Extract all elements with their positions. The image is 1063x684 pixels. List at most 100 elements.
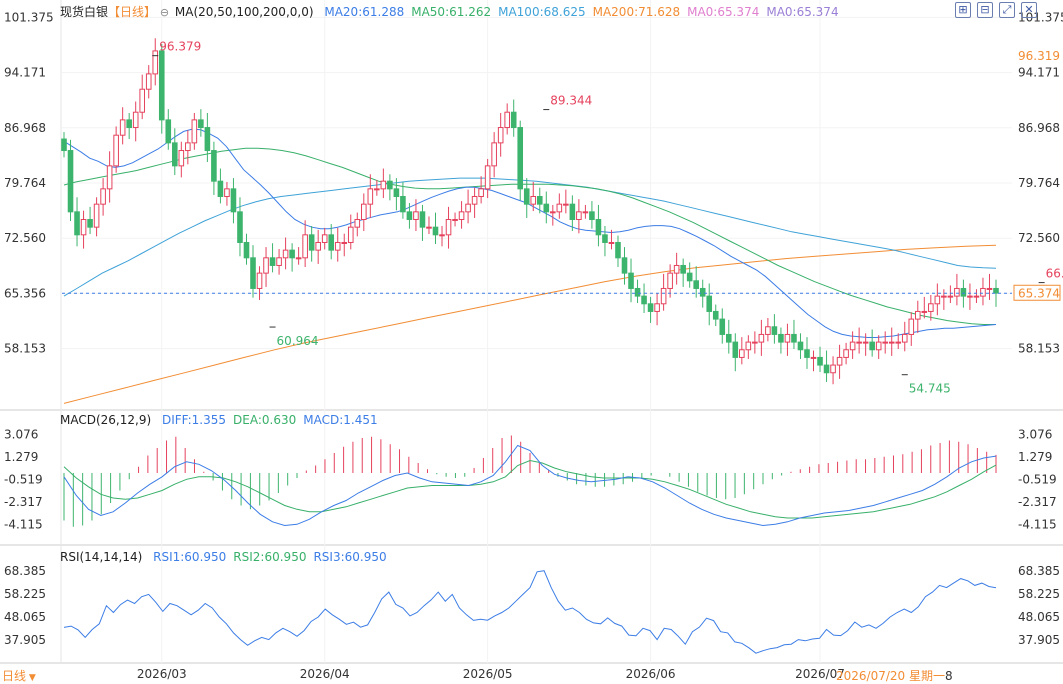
zoom-out-icon[interactable]: ⊟ [977,2,993,18]
candle-body [647,303,654,312]
candle-body [712,310,719,320]
candle-body [530,196,537,205]
candle-body [387,180,393,190]
candle-body [667,272,673,289]
candle-body [132,111,139,129]
x-tick-label: 2026/05 [463,667,513,681]
candle-body [61,138,67,152]
candle-body [217,180,224,198]
candle-body [315,241,321,251]
extreme-label: 60.964 [277,334,319,348]
candle-body [145,73,152,90]
candle-body [680,264,686,274]
macd-tick-left: 3.076 [4,428,38,442]
candle-body [823,364,830,374]
ma-value-3: MA200:71.628 [592,5,681,19]
candle-body [465,203,471,213]
rsi-tick-left: 68.385 [4,564,46,578]
candle-body [347,226,354,243]
rsi-line [63,570,997,654]
candle-body [901,333,908,343]
candle-body [576,211,582,220]
ma-params: MA(20,50,100,200,0,0) [174,5,314,19]
y-tick-right: 101.375 [1018,10,1063,24]
candle-body [888,341,895,344]
candle-body [74,211,80,236]
candle-body [458,211,465,220]
right-price-marker: 96.319 [1018,49,1060,63]
candle-body [856,341,862,344]
extreme-label: 96.379 [159,40,201,54]
candle-body [230,188,237,213]
zoom-in-icon[interactable]: ⊞ [955,2,971,18]
cursor-date: 2026/07/20 星期一8 [836,667,953,684]
candle-body [198,119,204,129]
candle-body [445,218,452,236]
candle-body [67,150,74,213]
candle-body [276,257,282,266]
candle-body [152,50,159,75]
current-price-label: 65.374 [1018,286,1060,300]
x-tick-label: 2026/07 [795,667,845,681]
y-tick-right: 79.764 [1018,176,1060,190]
candle-body [967,295,973,298]
candle-body [406,211,413,220]
candle-body [628,272,634,289]
candle-body [693,280,699,289]
macd-value-0: DIFF:1.355 [161,413,227,427]
candle-body [256,272,263,289]
period-switch[interactable]: 日线 ▼ [2,667,36,684]
candle-body [334,241,341,251]
candle-body [706,295,713,312]
candle-body [308,234,315,251]
ma-values: MA20:61.288 MA50:61.262 MA100:68.625 MA200:… [317,5,838,19]
candle-body [686,272,693,282]
extreme-label: 89.344 [550,94,592,108]
candle-body [882,341,889,344]
candle-body [517,127,524,190]
candle-body [452,218,458,221]
candle-body [719,318,726,335]
candle-body [654,303,660,312]
candle-body [328,234,335,251]
candle-body [497,127,504,144]
period-label[interactable]: 【日线】 [108,5,157,19]
macd-tick-right: -2.317 [1018,495,1057,509]
ma-value-2: MA100:68.625 [498,5,586,19]
candle-body [263,257,269,274]
rsi-values: RSI1:60.950 RSI2:60.950 RSI3:60.950 [146,550,387,564]
candle-body [908,318,915,335]
macd-value-1: DEA:0.630 [233,413,297,427]
y-tick-right: 94.171 [1018,66,1060,80]
y-tick-left: 58.153 [4,342,46,356]
candle-body [914,310,921,320]
candle-body [237,211,243,243]
candle-body [380,180,387,190]
candle-body [771,326,778,335]
candle-body [484,165,491,190]
candle-body [282,249,289,259]
candle-body [550,211,556,214]
close-icon[interactable]: ✕ [1021,2,1037,18]
ma200-line [63,244,997,404]
rsi-tick-right: 68.385 [1018,564,1060,578]
settings-icon[interactable]: ⊖ [159,6,170,19]
candle-body [432,226,439,236]
macd-tick-right: 3.076 [1018,428,1052,442]
candle-body [862,341,869,344]
candle-body [106,165,113,190]
candle-body [589,211,595,220]
candle-body [758,333,765,343]
extreme-label: 54.745 [909,382,951,396]
candle-body [165,119,172,144]
candle-body [849,341,856,351]
macd-tick-left: -0.519 [4,472,43,486]
candle-body [621,257,628,274]
candle-body [426,226,432,229]
rsi-tick-right: 37.905 [1018,633,1060,647]
fullscreen-icon[interactable]: ⤢ [999,2,1015,18]
candle-body [843,349,849,358]
macd-diff-line [63,444,997,527]
macd-dea-line [63,459,997,519]
